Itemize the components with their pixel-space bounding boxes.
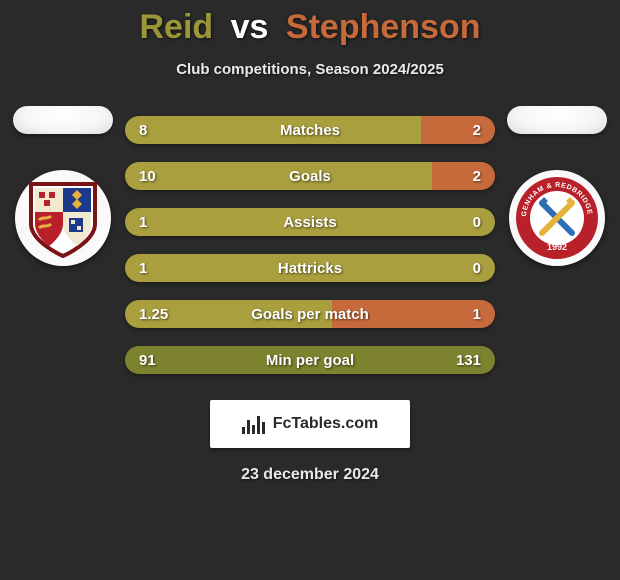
stat-right-value: 131: [442, 346, 495, 374]
stat-bar-left-seg: [125, 162, 432, 190]
shield-icon: [27, 178, 99, 258]
stat-bar-left-seg: [125, 208, 495, 236]
left-entity-column: [8, 106, 118, 266]
stat-bars: 82Matches102Goals10Assists10Hattricks1.2…: [125, 106, 495, 374]
branding-text: FcTables.com: [273, 415, 379, 433]
bars-icon: [242, 414, 265, 434]
stat-bar: 82Matches: [125, 116, 495, 144]
stat-left-value: 8: [125, 116, 161, 144]
stage: DAGENHAM & REDBRIDGE FC 1992 82Matches10…: [0, 106, 620, 374]
stat-left-value: 1.25: [125, 300, 182, 328]
club-crest-right: DAGENHAM & REDBRIDGE FC 1992: [509, 170, 605, 266]
stat-bar-left-seg: [125, 254, 495, 282]
title-player1: Reid: [140, 8, 214, 46]
stat-bar: 10Hattricks: [125, 254, 495, 282]
stat-right-value: 1: [459, 300, 495, 328]
roundel-icon: DAGENHAM & REDBRIDGE FC 1992: [514, 175, 600, 261]
stat-right-value: 0: [459, 254, 495, 282]
country-pill-left: [13, 106, 113, 134]
title-vs: vs: [231, 8, 269, 46]
stat-bar: 91131Min per goal: [125, 346, 495, 374]
comparison-card: Reid vs Stephenson Club competitions, Se…: [0, 0, 620, 484]
club-crest-left: [15, 170, 111, 266]
right-entity-column: DAGENHAM & REDBRIDGE FC 1992: [502, 106, 612, 266]
stat-bar-left-seg: [125, 116, 421, 144]
subtitle: Club competitions, Season 2024/2025: [0, 61, 620, 78]
date-text: 23 december 2024: [0, 466, 620, 484]
title-player2: Stephenson: [286, 8, 481, 46]
stat-bar: 10Assists: [125, 208, 495, 236]
stat-right-value: 2: [459, 162, 495, 190]
country-pill-right: [507, 106, 607, 134]
stat-bar: 1.251Goals per match: [125, 300, 495, 328]
stat-right-value: 0: [459, 208, 495, 236]
page-title: Reid vs Stephenson: [0, 8, 620, 47]
stat-left-value: 1: [125, 208, 161, 236]
stat-left-value: 10: [125, 162, 170, 190]
stat-left-value: 91: [125, 346, 170, 374]
stat-left-value: 1: [125, 254, 161, 282]
stat-right-value: 2: [459, 116, 495, 144]
branding-badge: FcTables.com: [210, 400, 410, 448]
stat-bar: 102Goals: [125, 162, 495, 190]
crest-year: 1992: [547, 242, 567, 252]
